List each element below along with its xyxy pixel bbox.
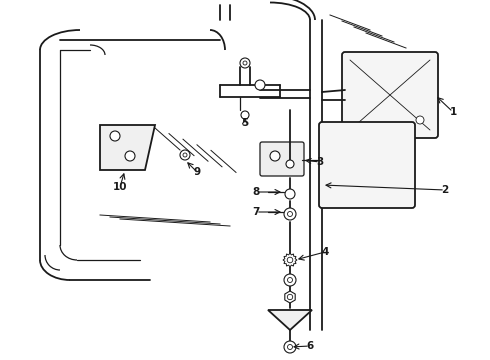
Circle shape <box>287 294 293 300</box>
Text: 4: 4 <box>321 247 329 257</box>
Circle shape <box>241 111 249 119</box>
Circle shape <box>240 58 250 68</box>
Text: 10: 10 <box>113 182 127 192</box>
Text: 9: 9 <box>194 167 200 177</box>
Polygon shape <box>283 253 297 267</box>
Polygon shape <box>268 310 312 330</box>
Circle shape <box>110 131 120 141</box>
Text: 2: 2 <box>441 185 449 195</box>
FancyBboxPatch shape <box>319 122 415 208</box>
Circle shape <box>287 257 293 263</box>
Circle shape <box>125 151 135 161</box>
Circle shape <box>180 150 190 160</box>
Circle shape <box>183 153 187 157</box>
Text: 3: 3 <box>317 157 323 167</box>
Polygon shape <box>285 291 295 303</box>
Text: 1: 1 <box>449 107 457 117</box>
Circle shape <box>288 278 293 283</box>
Circle shape <box>284 341 296 353</box>
FancyBboxPatch shape <box>342 52 438 138</box>
Circle shape <box>288 345 293 350</box>
Circle shape <box>416 116 424 124</box>
Text: 8: 8 <box>252 187 260 197</box>
Circle shape <box>243 61 247 65</box>
Circle shape <box>285 189 295 199</box>
Circle shape <box>284 274 296 286</box>
Circle shape <box>255 80 265 90</box>
Polygon shape <box>100 125 155 170</box>
FancyBboxPatch shape <box>260 142 304 176</box>
Text: 6: 6 <box>306 341 314 351</box>
Text: 7: 7 <box>252 207 260 217</box>
Circle shape <box>284 208 296 220</box>
Circle shape <box>270 151 280 161</box>
Circle shape <box>288 212 293 216</box>
Text: 5: 5 <box>242 118 248 128</box>
Circle shape <box>286 160 294 168</box>
